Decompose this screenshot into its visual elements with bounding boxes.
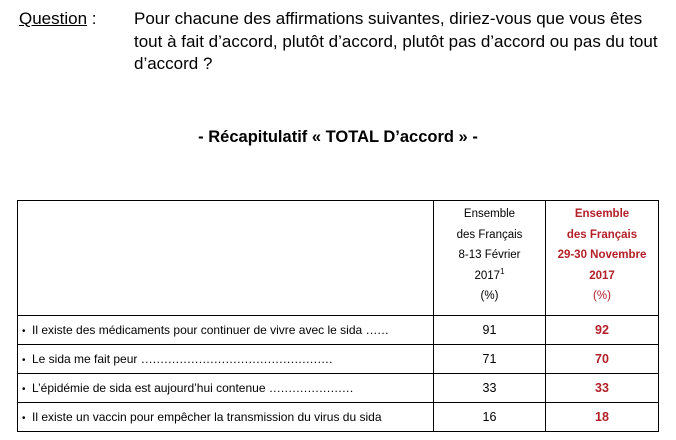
bullet-icon: • (22, 355, 26, 366)
column-header-unit: (%) (480, 290, 499, 302)
table-row: • Il existe un vaccin pour empêcher la tr… (17, 402, 659, 432)
table-row: • L’épidémie de sida est aujourd’hui cont… (17, 373, 659, 403)
leader-dots: ...... (362, 323, 390, 337)
column-header-line: Ensemble (574, 208, 630, 220)
value-nov-2017: 92 (545, 315, 659, 345)
bullet-icon: • (22, 413, 26, 424)
results-table: Ensemble des Français 8-13 Février 20171… (17, 200, 659, 432)
header-cell-feb-2017: Ensemble des Français 8-13 Février 20171… (433, 200, 546, 316)
column-header-unit: (%) (593, 290, 611, 302)
leader-dots: ........................................… (137, 352, 333, 366)
question-label: Question : (19, 8, 97, 30)
value-nov-2017: 18 (545, 402, 659, 432)
column-header-year: 2017 (474, 269, 501, 282)
row-label: Il existe des médicaments pour continuer… (32, 323, 363, 337)
table-row: • Le sida me fait peur ..................… (17, 344, 659, 374)
summary-title: - Récapitulatif « TOTAL D’accord » - (198, 128, 478, 146)
question-line: d’accord ? (134, 54, 213, 73)
column-header-year: 2017 (589, 269, 615, 282)
row-label: Le sida me fait peur (32, 352, 138, 366)
question-label-separator: : (87, 9, 97, 28)
column-header-line: des Français (456, 228, 523, 241)
table-header-row: Ensemble des Français 8-13 Février 20171… (17, 200, 659, 316)
leader-dots: ...................... (265, 381, 354, 395)
row-label-cell: • Il existe des médicaments pour continue… (17, 315, 434, 345)
footnote-marker: 1 (500, 266, 505, 276)
value-feb-2017: 16 (433, 402, 546, 432)
value-nov-2017: 33 (545, 373, 659, 403)
value-feb-2017: 33 (433, 373, 546, 403)
row-label: Il existe un vaccin pour empêcher la tra… (32, 410, 382, 424)
column-header-year-line: 2017 (546, 266, 658, 287)
column-header-line: 8-13 Février (458, 249, 521, 261)
value-nov-2017: 70 (545, 344, 659, 374)
question-label-text: Question (19, 9, 88, 28)
table-row: • Il existe des médicaments pour continue… (17, 315, 659, 345)
column-header-year-line: 20171 (434, 266, 545, 287)
bullet-icon: • (22, 384, 26, 395)
value-feb-2017: 91 (433, 315, 546, 345)
header-cell-nov-2017: Ensemble des Français 29-30 Novembre 201… (545, 200, 659, 316)
header-empty-cell (17, 200, 434, 316)
column-header: Ensemble des Français 8-13 Février 20171… (434, 201, 545, 307)
column-header-line: 29-30 Novembre (557, 249, 647, 261)
bullet-icon: • (22, 326, 26, 337)
row-label-cell: • L’épidémie de sida est aujourd’hui cont… (17, 373, 434, 403)
row-label: L’épidémie de sida est aujourd’hui conte… (32, 381, 266, 395)
question-text: Pour chacune des affirmations suivantes,… (134, 8, 658, 76)
column-header: Ensemble des Français 29-30 Novembre 201… (546, 201, 658, 307)
question-line: tout à fait d’accord, plutôt d’accord, p… (134, 31, 658, 51)
column-header-line: Ensemble (463, 208, 516, 220)
value-feb-2017: 71 (433, 344, 546, 374)
row-label-cell: • Le sida me fait peur ..................… (17, 344, 434, 374)
row-label-cell: • Il existe un vaccin pour empêcher la tr… (17, 402, 434, 432)
column-header-line: des Français (566, 228, 638, 241)
question-line: Pour chacune des affirmations suivantes,… (134, 9, 643, 28)
